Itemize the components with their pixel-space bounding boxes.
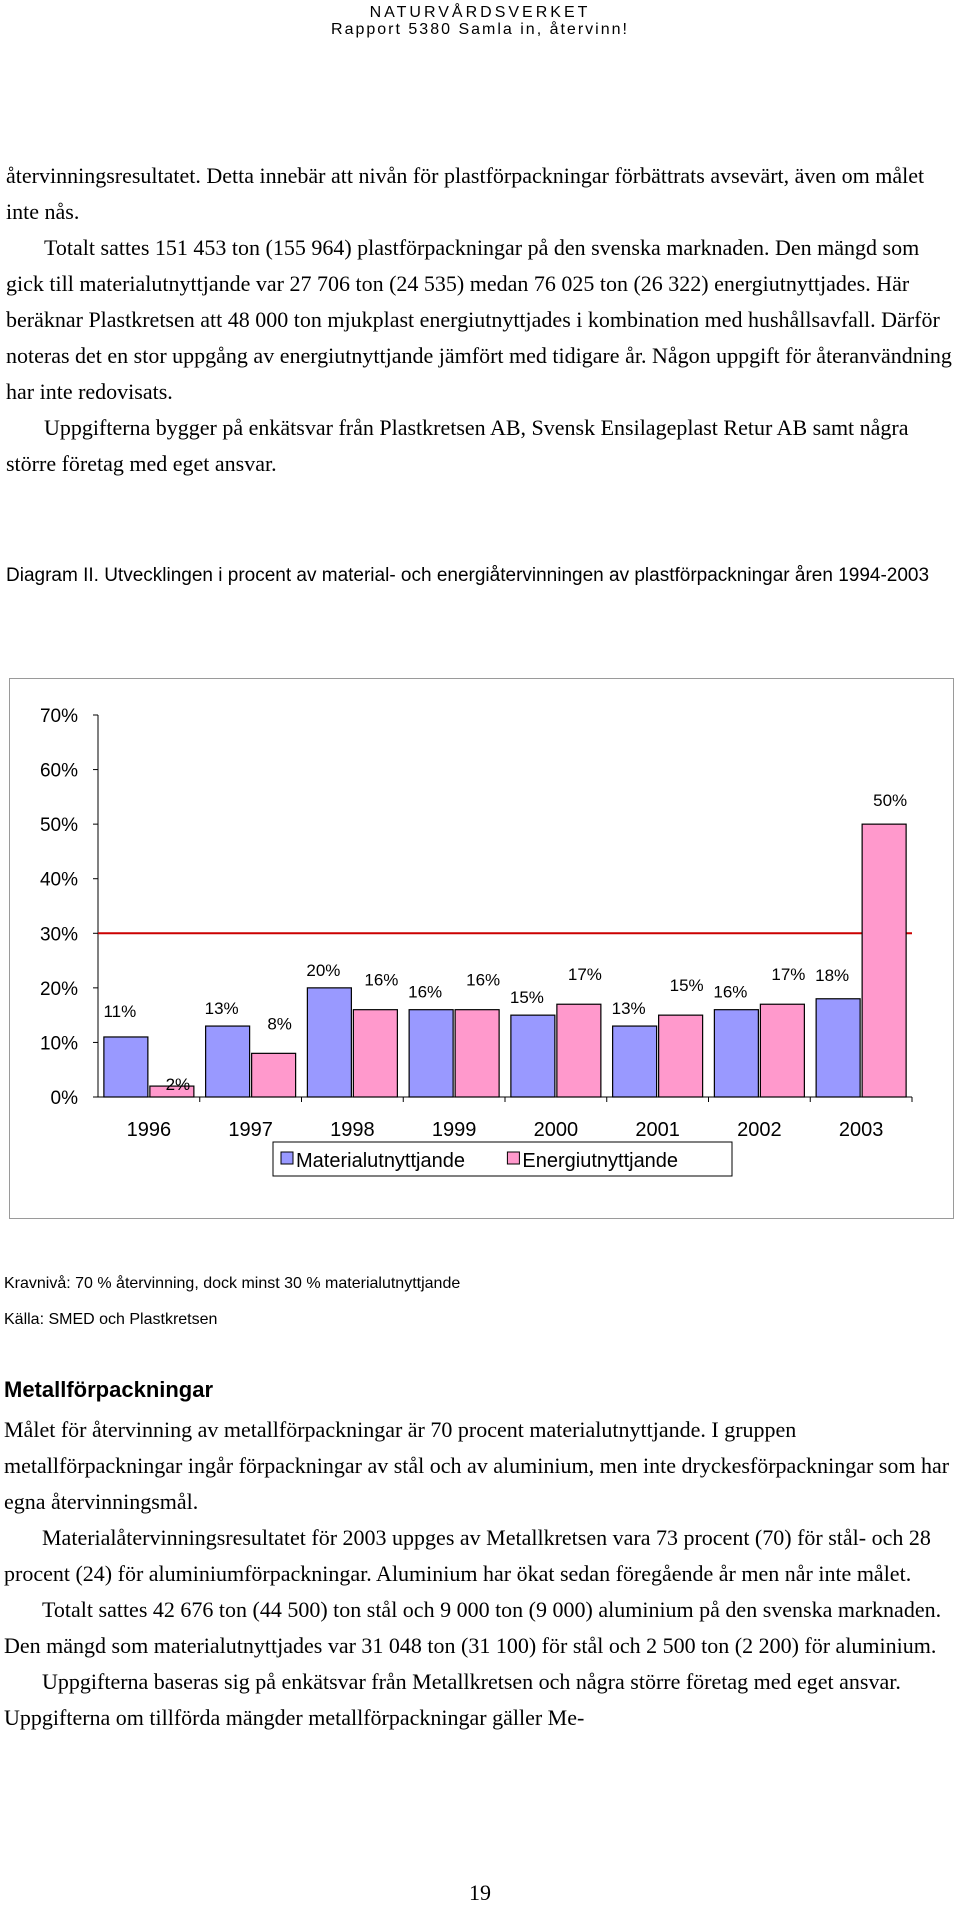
y-tick-label: 40% <box>40 870 78 891</box>
bar-materialutnyttjande <box>612 1025 658 1098</box>
data-label: 11% <box>103 1002 136 1021</box>
bar-energiutnyttjande <box>352 1009 398 1098</box>
x-tick-label: 2002 <box>737 1119 782 1141</box>
figure-caption: Diagram II. Utvecklingen i procent av ma… <box>6 565 930 586</box>
x-tick-label: 1999 <box>432 1119 477 1141</box>
x-tick-label: 2001 <box>635 1119 680 1141</box>
data-label: 2% <box>166 1075 191 1094</box>
legend-label: Energiutnyttjande <box>522 1150 678 1172</box>
bar-energiutnyttjande <box>454 1009 500 1098</box>
bar-materialutnyttjande <box>306 987 352 1098</box>
bar-energiutnyttjande <box>556 1003 602 1098</box>
y-tick-label: 10% <box>40 1033 78 1054</box>
legend-label: Materialutnyttjande <box>296 1150 465 1172</box>
bar-materialutnyttjande <box>713 1009 759 1098</box>
bar-materialutnyttjande <box>510 1014 556 1098</box>
y-tick-label: 20% <box>40 979 78 1000</box>
legend-swatch <box>280 1151 294 1165</box>
bar-energiutnyttjande <box>658 1014 704 1098</box>
bar-materialutnyttjande <box>815 998 861 1098</box>
x-tick-label: 2000 <box>534 1119 579 1141</box>
paragraph: Totalt sattes 42 676 ton (44 500) ton st… <box>4 1597 942 1658</box>
report-header-org: NATURVÅRDSVERKET <box>369 4 591 21</box>
data-label: 17% <box>568 965 602 984</box>
paragraph: Uppgifterna bygger på enkätsvar från Pla… <box>6 415 909 476</box>
report-header-title: Rapport 5380 Samla in, återvinn! <box>331 21 629 38</box>
legend-box <box>272 1141 733 1177</box>
x-tick-label: 1996 <box>127 1119 172 1141</box>
paragraph: Uppgifterna baseras sig på enkätsvar frå… <box>4 1669 901 1730</box>
data-label: 15% <box>510 988 544 1007</box>
data-label: 20% <box>306 961 340 980</box>
paragraph: återvinningsresultatet. Detta innebär at… <box>6 163 925 224</box>
data-label: 8% <box>267 1014 292 1033</box>
data-label: 15% <box>670 976 704 995</box>
metal-text: Målet för återvinning av metallförpackni… <box>4 1412 956 1736</box>
source-note: Källa: SMED och Plastkretsen <box>4 1311 218 1328</box>
data-label: 16% <box>364 971 398 990</box>
bar-materialutnyttjande <box>205 1025 251 1098</box>
data-label: 50% <box>873 791 907 810</box>
bar-energiutnyttjande <box>861 823 907 1098</box>
section-heading: Metallförpackningar <box>4 1377 214 1402</box>
x-tick-label: 1998 <box>330 1119 375 1141</box>
y-tick-label: 30% <box>40 924 78 945</box>
data-label: 17% <box>771 965 805 984</box>
data-label: 16% <box>713 983 747 1002</box>
chart-frame: 0% 10% 20% 30% 40% 50% 60% 70% 11% 2% 1996 13% 8% 199… <box>9 678 954 1219</box>
bar-materialutnyttjande <box>103 1036 149 1098</box>
y-tick-label: 50% <box>40 815 78 836</box>
requirement-note: Kravnivå: 70 % återvinning, dock minst 3… <box>4 1275 461 1292</box>
y-tick-label: 0% <box>51 1088 79 1109</box>
x-tick-label: 1997 <box>228 1119 273 1141</box>
data-label: 16% <box>466 971 500 990</box>
legend-swatch <box>506 1151 520 1165</box>
bar-energiutnyttjande <box>759 1003 805 1098</box>
bar-materialutnyttjande <box>408 1009 454 1098</box>
x-tick-label: 2003 <box>839 1119 884 1141</box>
data-label: 16% <box>408 983 442 1002</box>
paragraph: Materialåtervinningsresultatet för 2003 … <box>4 1525 931 1586</box>
bar-energiutnyttjande <box>149 1085 195 1098</box>
intro-text: återvinningsresultatet. Detta innebär at… <box>6 158 956 482</box>
paragraph: Målet för återvinning av metallförpackni… <box>4 1417 950 1514</box>
page-number: 19 <box>469 1880 491 1905</box>
bar-chart: 0% 10% 20% 30% 40% 50% 60% 70% 11% 2% 1996 13% 8% 199… <box>40 706 913 1177</box>
data-label: 13% <box>205 999 239 1018</box>
data-label: 13% <box>612 999 646 1018</box>
y-tick-label: 60% <box>40 761 78 782</box>
data-label: 18% <box>815 966 849 985</box>
y-tick-label: 70% <box>40 706 78 727</box>
bar-energiutnyttjande <box>251 1052 297 1098</box>
paragraph: Totalt sattes 151 453 ton (155 964) plas… <box>6 235 952 404</box>
